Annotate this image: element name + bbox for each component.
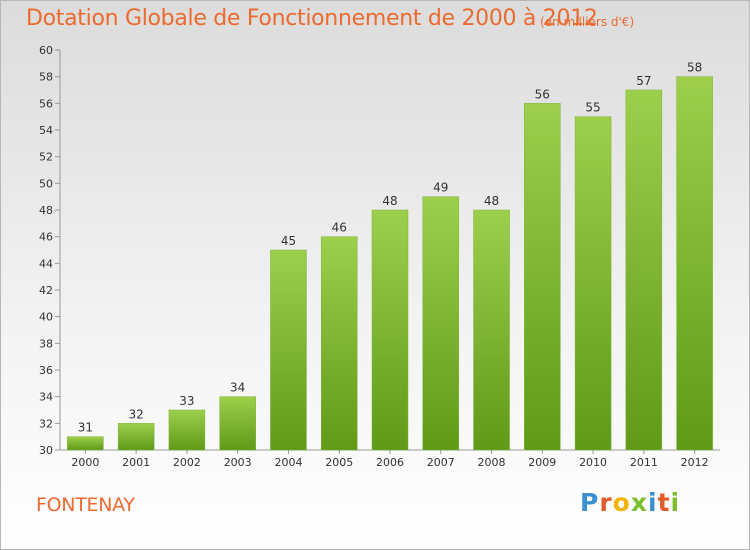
city-name: FONTENAY <box>36 494 135 516</box>
x-tick-label: 2010 <box>579 456 607 469</box>
y-axis: 30 32 34 36 38 40 42 44 46 48 50 52 54 56 58 60 <box>39 44 61 457</box>
bar-2010 <box>574 116 612 451</box>
data-label-2008: 48 <box>484 194 499 208</box>
data-label-2010: 55 <box>585 101 600 115</box>
y-tick-label: 54 <box>39 124 53 137</box>
x-tick-label: 2009 <box>528 456 556 469</box>
x-tick-label: 2001 <box>122 456 150 469</box>
y-tick-label: 42 <box>39 284 53 297</box>
data-label-2001: 32 <box>129 407 144 421</box>
data-label-2005: 46 <box>332 221 347 235</box>
data-label-2011: 57 <box>636 74 651 88</box>
y-tick-label: 40 <box>39 311 53 324</box>
x-axis: 2000 2001 2002 2003 2004 2005 2006 2007 2008 2009… <box>60 449 720 469</box>
data-labels: 31 32 33 34 45 46 48 49 48 56 55 57 58 <box>78 61 703 435</box>
y-tick-label: 30 <box>39 444 53 457</box>
data-label-2003: 34 <box>230 381 245 395</box>
x-tick-label: 2002 <box>173 456 201 469</box>
bar-2012 <box>676 76 713 451</box>
y-tick-label: 56 <box>39 97 53 110</box>
data-label-2009: 56 <box>535 87 550 101</box>
bar-2009 <box>524 103 561 451</box>
y-tick-label: 38 <box>39 337 53 350</box>
y-tick-label: 36 <box>39 364 53 377</box>
data-label-2004: 45 <box>281 234 296 248</box>
bar-2005 <box>320 236 358 451</box>
x-tick-label: 2011 <box>630 456 658 469</box>
y-tick-label: 48 <box>39 204 53 217</box>
data-label-2002: 33 <box>179 394 194 408</box>
x-tick-label: 2006 <box>376 456 404 469</box>
x-tick-label: 2005 <box>325 456 353 469</box>
y-tick-label: 46 <box>39 231 53 244</box>
x-tick-label: 2003 <box>224 456 252 469</box>
x-tick-label: 2008 <box>478 456 506 469</box>
bars <box>67 76 713 451</box>
data-label-2000: 31 <box>78 421 93 435</box>
bar-2002 <box>168 409 206 451</box>
y-tick-label: 50 <box>39 177 53 190</box>
bar-2006 <box>371 209 409 451</box>
bar-2007 <box>422 196 460 451</box>
y-tick-label: 60 <box>39 44 53 57</box>
bar-2000 <box>67 436 104 451</box>
bar-2011 <box>625 89 663 451</box>
bar-2004 <box>270 249 307 451</box>
bar-2001 <box>117 423 155 451</box>
data-label-2006: 48 <box>382 194 397 208</box>
proxiti-logo[interactable]: Proxiti <box>580 488 681 517</box>
chart-title: Dotation Globale de Fonctionnement de 20… <box>26 6 598 31</box>
y-tick-label: 34 <box>39 391 53 404</box>
y-tick-label: 58 <box>39 71 53 84</box>
y-tick-label: 44 <box>39 257 53 270</box>
y-tick-label: 52 <box>39 151 53 164</box>
chart-subtitle: (en milliers d'€) <box>540 15 635 29</box>
x-tick-label: 2004 <box>274 456 302 469</box>
x-tick-label: 2007 <box>427 456 455 469</box>
data-label-2012: 58 <box>687 61 702 75</box>
bar-2008 <box>473 209 510 451</box>
x-tick-label: 2000 <box>71 456 99 469</box>
data-label-2007: 49 <box>433 181 448 195</box>
bar-2003 <box>219 396 256 451</box>
y-tick-label: 32 <box>39 417 53 430</box>
x-tick-label: 2012 <box>681 456 709 469</box>
